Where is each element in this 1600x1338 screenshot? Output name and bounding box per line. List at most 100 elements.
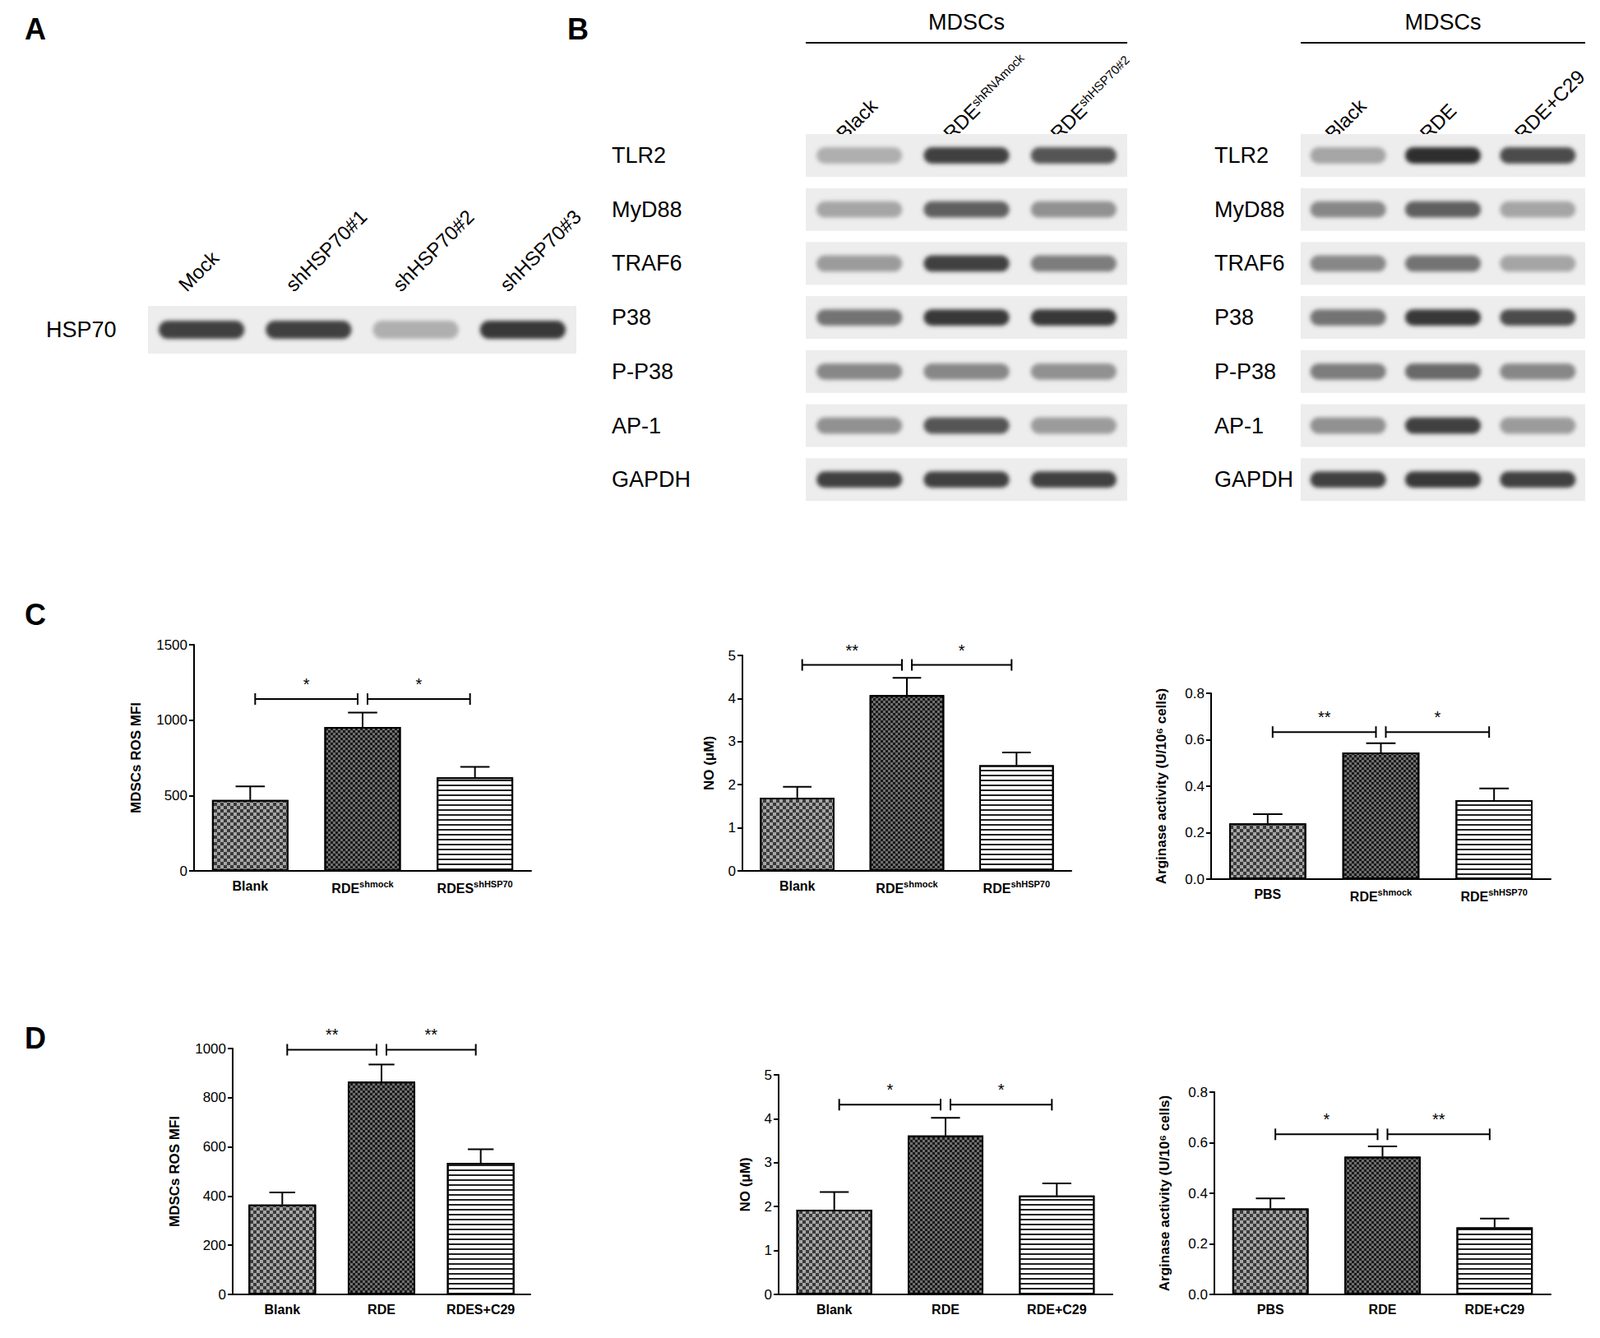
svg-text:RDE+C29: RDE+C29 [1026, 1302, 1087, 1317]
svg-text:0.8: 0.8 [1188, 1084, 1208, 1101]
svg-text:MDSCs ROS MFI: MDSCs ROS MFI [166, 1115, 183, 1227]
svg-text:D: D [24, 1021, 47, 1055]
svg-text:shHSP70#2: shHSP70#2 [388, 205, 479, 296]
svg-text:*: * [886, 1080, 893, 1099]
svg-text:2: 2 [764, 1198, 773, 1215]
svg-text:TRAF6: TRAF6 [611, 250, 683, 276]
svg-text:RDE: RDE [931, 1302, 960, 1317]
svg-text:RDE: RDE [1350, 889, 1379, 904]
svg-text:RDES+C29: RDES+C29 [446, 1302, 515, 1317]
svg-text:*: * [415, 675, 422, 694]
svg-text:MDSCs: MDSCs [1405, 9, 1482, 35]
svg-text:AP-1: AP-1 [611, 413, 662, 439]
svg-text:0.2: 0.2 [1188, 1235, 1208, 1252]
svg-text:Blank: Blank [232, 878, 269, 893]
svg-text:NO (μM): NO (μM) [737, 1156, 754, 1212]
svg-text:Arginase activity (U/10⁶ cells: Arginase activity (U/10⁶ cells) [1153, 688, 1170, 884]
svg-text:0.0: 0.0 [1184, 871, 1205, 888]
svg-text:MDSCs ROS MFI: MDSCs ROS MFI [128, 702, 144, 814]
svg-text:4: 4 [728, 690, 736, 707]
svg-text:Blank: Blank [264, 1302, 301, 1317]
svg-text:B: B [567, 12, 589, 47]
svg-text:5: 5 [728, 647, 736, 664]
svg-text:0: 0 [764, 1286, 773, 1303]
svg-text:shmock: shmock [903, 878, 939, 889]
svg-text:600: 600 [203, 1138, 227, 1155]
svg-text:Arginase activity (U/10⁶ cells: Arginase activity (U/10⁶ cells) [1156, 1095, 1173, 1291]
svg-text:1: 1 [728, 819, 736, 836]
svg-text:800: 800 [203, 1089, 227, 1106]
svg-text:RDE: RDE [1368, 1302, 1397, 1317]
svg-text:A: A [24, 12, 47, 47]
svg-text:RDE: RDE [983, 881, 1012, 896]
svg-text:PBS: PBS [1253, 887, 1281, 902]
svg-text:0.6: 0.6 [1188, 1134, 1208, 1151]
svg-text:3: 3 [728, 733, 736, 750]
svg-text:Mock: Mock [174, 245, 224, 296]
svg-text:*: * [303, 675, 310, 694]
svg-text:*: * [1433, 707, 1441, 727]
svg-text:0: 0 [728, 863, 736, 879]
svg-text:shHSP70#1: shHSP70#1 [281, 205, 372, 296]
svg-text:**: ** [425, 1025, 439, 1044]
svg-text:**: ** [1432, 1109, 1446, 1129]
svg-text:GAPDH: GAPDH [1214, 467, 1294, 492]
svg-text:0.6: 0.6 [1184, 731, 1205, 748]
svg-text:RDE: RDE [875, 881, 904, 896]
svg-text:5: 5 [764, 1067, 773, 1083]
svg-text:shHSP70#3: shHSP70#3 [494, 205, 586, 296]
svg-text:RDEshRNAmock: RDEshRNAmock [938, 50, 1034, 145]
svg-text:AP-1: AP-1 [1214, 413, 1264, 439]
svg-text:Black: Black [1320, 93, 1371, 144]
svg-text:MyD88: MyD88 [1214, 197, 1286, 222]
svg-text:0.8: 0.8 [1184, 685, 1205, 702]
svg-text:**: ** [1317, 707, 1332, 727]
svg-text:TRAF6: TRAF6 [1214, 250, 1286, 276]
svg-text:GAPDH: GAPDH [611, 467, 691, 492]
svg-text:shmock: shmock [359, 878, 394, 889]
svg-text:4: 4 [764, 1110, 773, 1127]
svg-text:2: 2 [728, 776, 736, 793]
svg-text:1000: 1000 [194, 1040, 227, 1057]
svg-text:*: * [1322, 1109, 1330, 1129]
svg-text:0.4: 0.4 [1184, 778, 1205, 795]
svg-text:*: * [998, 1080, 1005, 1099]
svg-text:P-P38: P-P38 [611, 359, 674, 384]
svg-text:*: * [958, 641, 966, 660]
svg-text:RDE: RDE [1460, 889, 1489, 904]
svg-text:P-P38: P-P38 [1214, 359, 1277, 384]
svg-text:1000: 1000 [156, 712, 188, 728]
svg-text:400: 400 [203, 1188, 227, 1204]
svg-text:TLR2: TLR2 [1214, 143, 1269, 168]
svg-text:0.4: 0.4 [1188, 1185, 1208, 1202]
svg-text:P38: P38 [1214, 305, 1254, 330]
svg-text:1: 1 [764, 1242, 773, 1258]
svg-text:MDSCs: MDSCs [928, 9, 1005, 35]
svg-text:**: ** [325, 1025, 339, 1044]
svg-text:Blank: Blank [816, 1302, 853, 1317]
svg-text:200: 200 [203, 1237, 227, 1254]
svg-text:PBS: PBS [1257, 1302, 1285, 1317]
svg-text:RDE: RDE [1415, 99, 1461, 145]
svg-text:Blank: Blank [779, 878, 816, 893]
svg-text:shmock: shmock [1378, 887, 1413, 898]
svg-text:RDEshHSP70#2: RDEshHSP70#2 [1045, 52, 1138, 145]
svg-text:500: 500 [164, 787, 188, 804]
svg-text:C: C [24, 597, 47, 632]
svg-text:MyD88: MyD88 [611, 197, 683, 222]
svg-text:**: ** [846, 641, 860, 660]
svg-text:RDES: RDES [437, 881, 475, 896]
svg-text:NO (μM): NO (μM) [701, 735, 717, 791]
svg-text:RDE: RDE [331, 881, 360, 896]
svg-text:0: 0 [180, 863, 188, 879]
svg-text:TLR2: TLR2 [611, 143, 666, 168]
svg-text:Black: Black [832, 93, 883, 144]
svg-text:RDE+C29: RDE+C29 [1510, 65, 1590, 145]
svg-text:0: 0 [218, 1286, 227, 1303]
svg-text:shHSP70: shHSP70 [1010, 878, 1050, 889]
svg-text:shHSP70: shHSP70 [473, 878, 514, 889]
svg-text:0.0: 0.0 [1188, 1286, 1208, 1303]
svg-text:shHSP70: shHSP70 [1488, 887, 1528, 898]
svg-text:3: 3 [764, 1154, 773, 1170]
svg-text:RDE: RDE [367, 1302, 396, 1317]
